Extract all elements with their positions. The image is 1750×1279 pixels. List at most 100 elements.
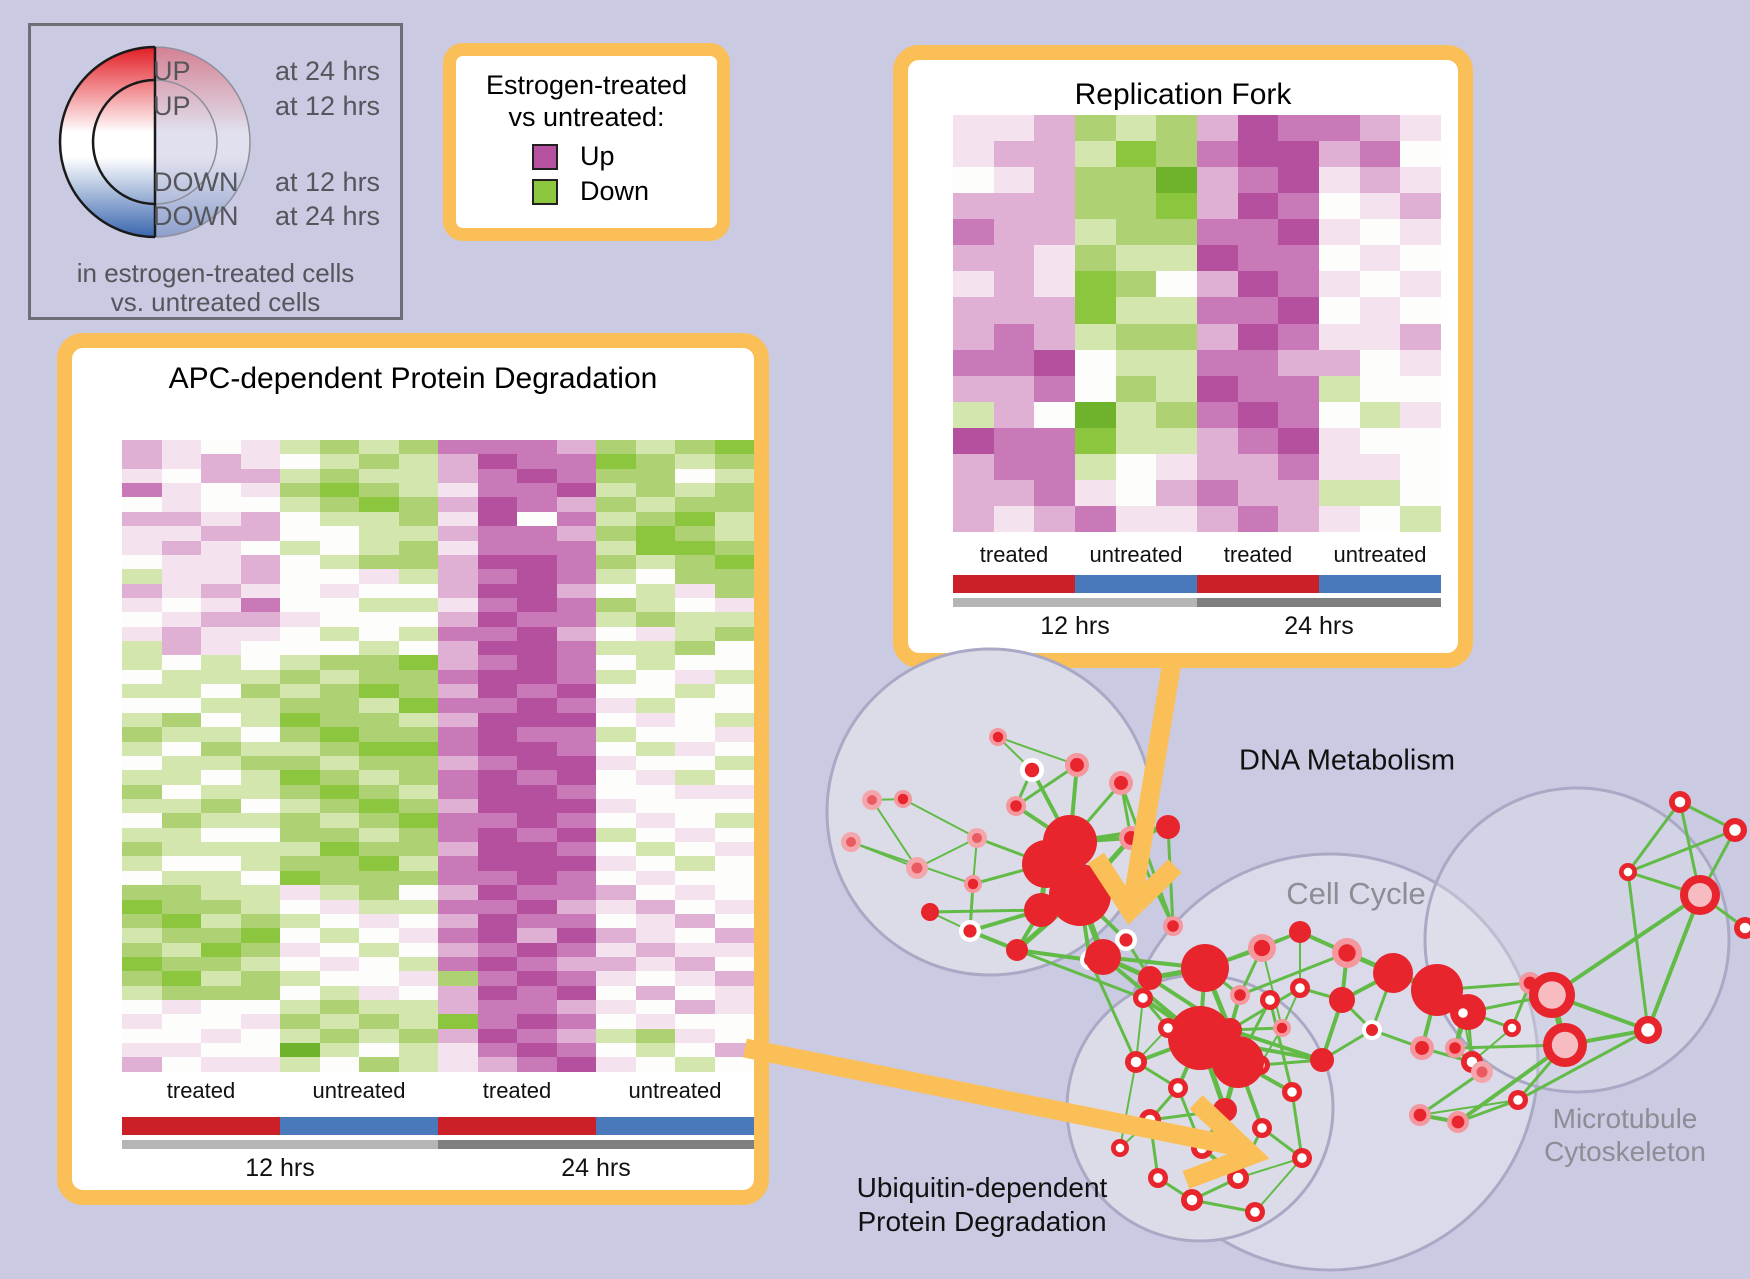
heatmap-cell — [280, 956, 320, 972]
heatmap-row — [122, 712, 754, 728]
heatmap-cell — [635, 483, 675, 498]
heatmap-cell — [201, 727, 241, 742]
heatmap-cell — [1034, 245, 1076, 272]
network-node-solid — [1049, 864, 1111, 926]
heatmap-cell — [398, 626, 438, 642]
heatmap-cell — [161, 985, 201, 1001]
heatmap-cell — [596, 554, 636, 570]
heatmap-cell — [714, 540, 754, 555]
heatmap-cell — [1156, 505, 1198, 532]
heatmap-cell — [398, 1043, 438, 1058]
apc-12hrs-label: 12 hrs — [245, 1154, 315, 1182]
heatmap-cell — [477, 913, 517, 929]
heatmap-cell — [714, 612, 754, 627]
heatmap-cell — [993, 141, 1035, 168]
heatmap-row — [122, 856, 754, 871]
heatmap-cell — [398, 698, 438, 713]
heatmap-cell — [280, 712, 320, 728]
network-edge — [1471, 1027, 1513, 1063]
heatmap-cell — [477, 497, 517, 512]
apc-24hrs-bar — [438, 1140, 754, 1149]
heatmap-cell — [1400, 505, 1442, 532]
heatmap-cell — [1197, 505, 1238, 532]
replication-fork-heatmap — [953, 115, 1442, 532]
heatmap-cell — [1075, 219, 1116, 246]
network-node-ringpink — [1273, 1019, 1291, 1037]
heatmap-cell — [477, 727, 517, 742]
heatmap-cell — [556, 641, 596, 656]
heatmap-cell — [953, 453, 994, 480]
heatmap-cell — [161, 626, 201, 642]
heatmap-cell — [398, 612, 438, 627]
network-node-ringpink — [1230, 985, 1250, 1005]
network-edge — [1203, 966, 1242, 997]
heatmap-cell — [596, 842, 636, 857]
network-edge — [1202, 965, 1233, 1033]
heatmap-cell — [398, 483, 438, 498]
heatmap-cell — [953, 193, 994, 220]
callout-arrowhead-icon-2 — [1182, 1095, 1270, 1189]
network-edge — [1222, 1059, 1241, 1113]
heatmap-cell — [398, 1028, 438, 1044]
heatmap-cell — [1237, 375, 1279, 402]
heatmap-cell — [953, 141, 994, 168]
heatmap-cell — [477, 454, 517, 469]
heatmap-cell — [556, 956, 596, 972]
network-node-core — [967, 878, 979, 890]
heatmap-cell — [993, 115, 1035, 142]
heatmap-cell — [517, 698, 557, 713]
network-node-ringwhite — [1115, 929, 1137, 951]
network-edge — [1254, 1157, 1303, 1213]
heatmap-cell — [438, 842, 478, 857]
legend-footnote-line2: vs. untreated cells — [110, 287, 321, 317]
heatmap-cell — [438, 1000, 478, 1015]
heatmap-cell — [161, 1000, 201, 1015]
heatmap-row — [122, 1043, 754, 1058]
heatmap-cell — [161, 755, 201, 771]
network-edge — [1014, 768, 1034, 808]
heatmap-cell — [240, 1057, 280, 1072]
heatmap-cell — [280, 583, 320, 598]
network-node-core — [1551, 1031, 1579, 1059]
heatmap-cell — [714, 454, 754, 469]
network-edge — [1228, 1028, 1324, 1062]
heatmap-cell — [319, 511, 359, 527]
network-edge — [1148, 1086, 1180, 1122]
apc-treated-bar-2 — [438, 1117, 596, 1135]
network-node-solid — [921, 903, 939, 921]
heatmap-cell — [1319, 271, 1360, 298]
heatmap-row — [122, 942, 754, 957]
heatmap-cell — [280, 856, 320, 871]
rep-group-label-1: treated — [979, 542, 1049, 567]
heatmap-cell — [240, 698, 280, 713]
rep-12hrs-bar — [953, 598, 1197, 607]
heatmap-cell — [359, 669, 399, 685]
heatmap-cell — [556, 942, 596, 957]
heatmap-row — [122, 1000, 754, 1015]
heatmap-cell — [438, 526, 478, 541]
heatmap-cell — [398, 511, 438, 527]
network-node-donut — [1260, 990, 1280, 1010]
network-edge — [975, 836, 1048, 866]
network-edge — [1370, 971, 1395, 1032]
network-edge — [1119, 1119, 1151, 1149]
heatmap-cell — [398, 956, 438, 972]
heatmap-row — [122, 626, 754, 642]
heatmap-cell — [1034, 141, 1076, 168]
heatmap-cell — [1115, 453, 1157, 480]
heatmap-cell — [556, 1014, 596, 1029]
heatmap-cell — [1400, 453, 1442, 480]
heatmap-cell — [675, 827, 715, 843]
heatmap-cell — [517, 497, 557, 512]
network-edge — [1135, 997, 1144, 1063]
heatmap-cell — [201, 583, 241, 598]
heatmap-cell — [398, 497, 438, 512]
heatmap-cell — [477, 583, 517, 598]
heatmap-cell — [993, 167, 1035, 194]
heatmap-cell — [1197, 297, 1238, 324]
heatmap-cell — [1115, 479, 1157, 506]
heatmap-cell — [556, 540, 596, 555]
heatmap-row — [953, 505, 1442, 532]
heatmap-cell — [1359, 167, 1401, 194]
network-node-solid — [1289, 921, 1311, 943]
